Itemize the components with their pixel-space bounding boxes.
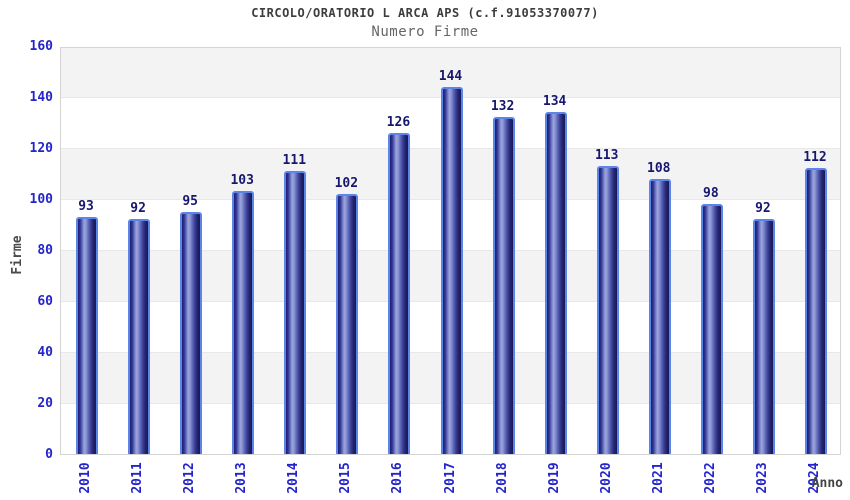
x-tick-label: 2016: [390, 462, 406, 494]
x-tick-label: 2022: [702, 462, 718, 494]
x-axis-title: Anno: [811, 476, 843, 491]
bar-value-label: 132: [490, 99, 515, 115]
bar-value-label: 126: [386, 114, 411, 130]
bar-value-label: 92: [755, 201, 771, 217]
bar-value-label: 95: [182, 193, 198, 209]
bar-value-label: 92: [130, 201, 146, 217]
bar-value-label: 108: [647, 160, 671, 176]
x-tick-label: 2021: [650, 462, 666, 494]
chart-subtitle: Numero Firme: [371, 24, 479, 40]
bar: [180, 211, 203, 454]
x-tick-label: 2013: [234, 462, 250, 494]
y-tick-label: 140: [29, 90, 53, 105]
bar: [76, 216, 99, 454]
x-tick-label: 2012: [182, 462, 198, 494]
bar-value-label: 144: [438, 68, 463, 84]
y-tick-label: 60: [37, 294, 53, 309]
x-tick-label: 2020: [598, 462, 614, 494]
y-tick-label: 40: [37, 345, 53, 360]
bar: [700, 204, 723, 454]
bar-value-label: 113: [594, 147, 619, 163]
bar: [752, 219, 775, 454]
bar: [284, 170, 307, 454]
bar-value-label: 134: [542, 94, 567, 110]
x-tick-label: 2015: [338, 462, 354, 494]
bar: [336, 193, 359, 454]
x-tick-label: 2018: [494, 462, 510, 494]
x-tick-label: 2014: [286, 462, 302, 494]
y-tick-label: 80: [37, 243, 53, 258]
x-tick-label: 2019: [546, 462, 562, 494]
plot-area: [60, 47, 841, 455]
bar: [544, 112, 567, 454]
y-tick-label: 0: [45, 447, 53, 462]
y-tick-label: 20: [37, 396, 53, 411]
x-tick-label: 2011: [130, 462, 146, 494]
bar: [492, 117, 515, 454]
y-tick-label: 160: [29, 39, 53, 54]
bar-value-label: 112: [803, 150, 827, 166]
x-tick-label: 2010: [78, 462, 94, 494]
bar: [648, 178, 671, 454]
bar: [388, 132, 411, 454]
y-tick-label: 100: [29, 192, 53, 207]
bar-value-label: 93: [78, 198, 94, 214]
bar-value-label: 98: [703, 186, 719, 202]
bar-value-label: 103: [230, 173, 254, 189]
x-tick-label: 2023: [754, 462, 770, 494]
bar: [596, 165, 619, 454]
chart-title: CIRCOLO/ORATORIO L ARCA APS (c.f.9105337…: [251, 6, 599, 20]
bar: [232, 191, 255, 454]
bar: [128, 219, 151, 454]
x-tick-label: 2017: [442, 462, 458, 494]
bar: [440, 86, 463, 454]
bar-value-label: 102: [334, 175, 359, 191]
y-tick-label: 120: [29, 141, 53, 156]
bar-value-label: 111: [282, 152, 307, 168]
bar: [804, 168, 827, 454]
